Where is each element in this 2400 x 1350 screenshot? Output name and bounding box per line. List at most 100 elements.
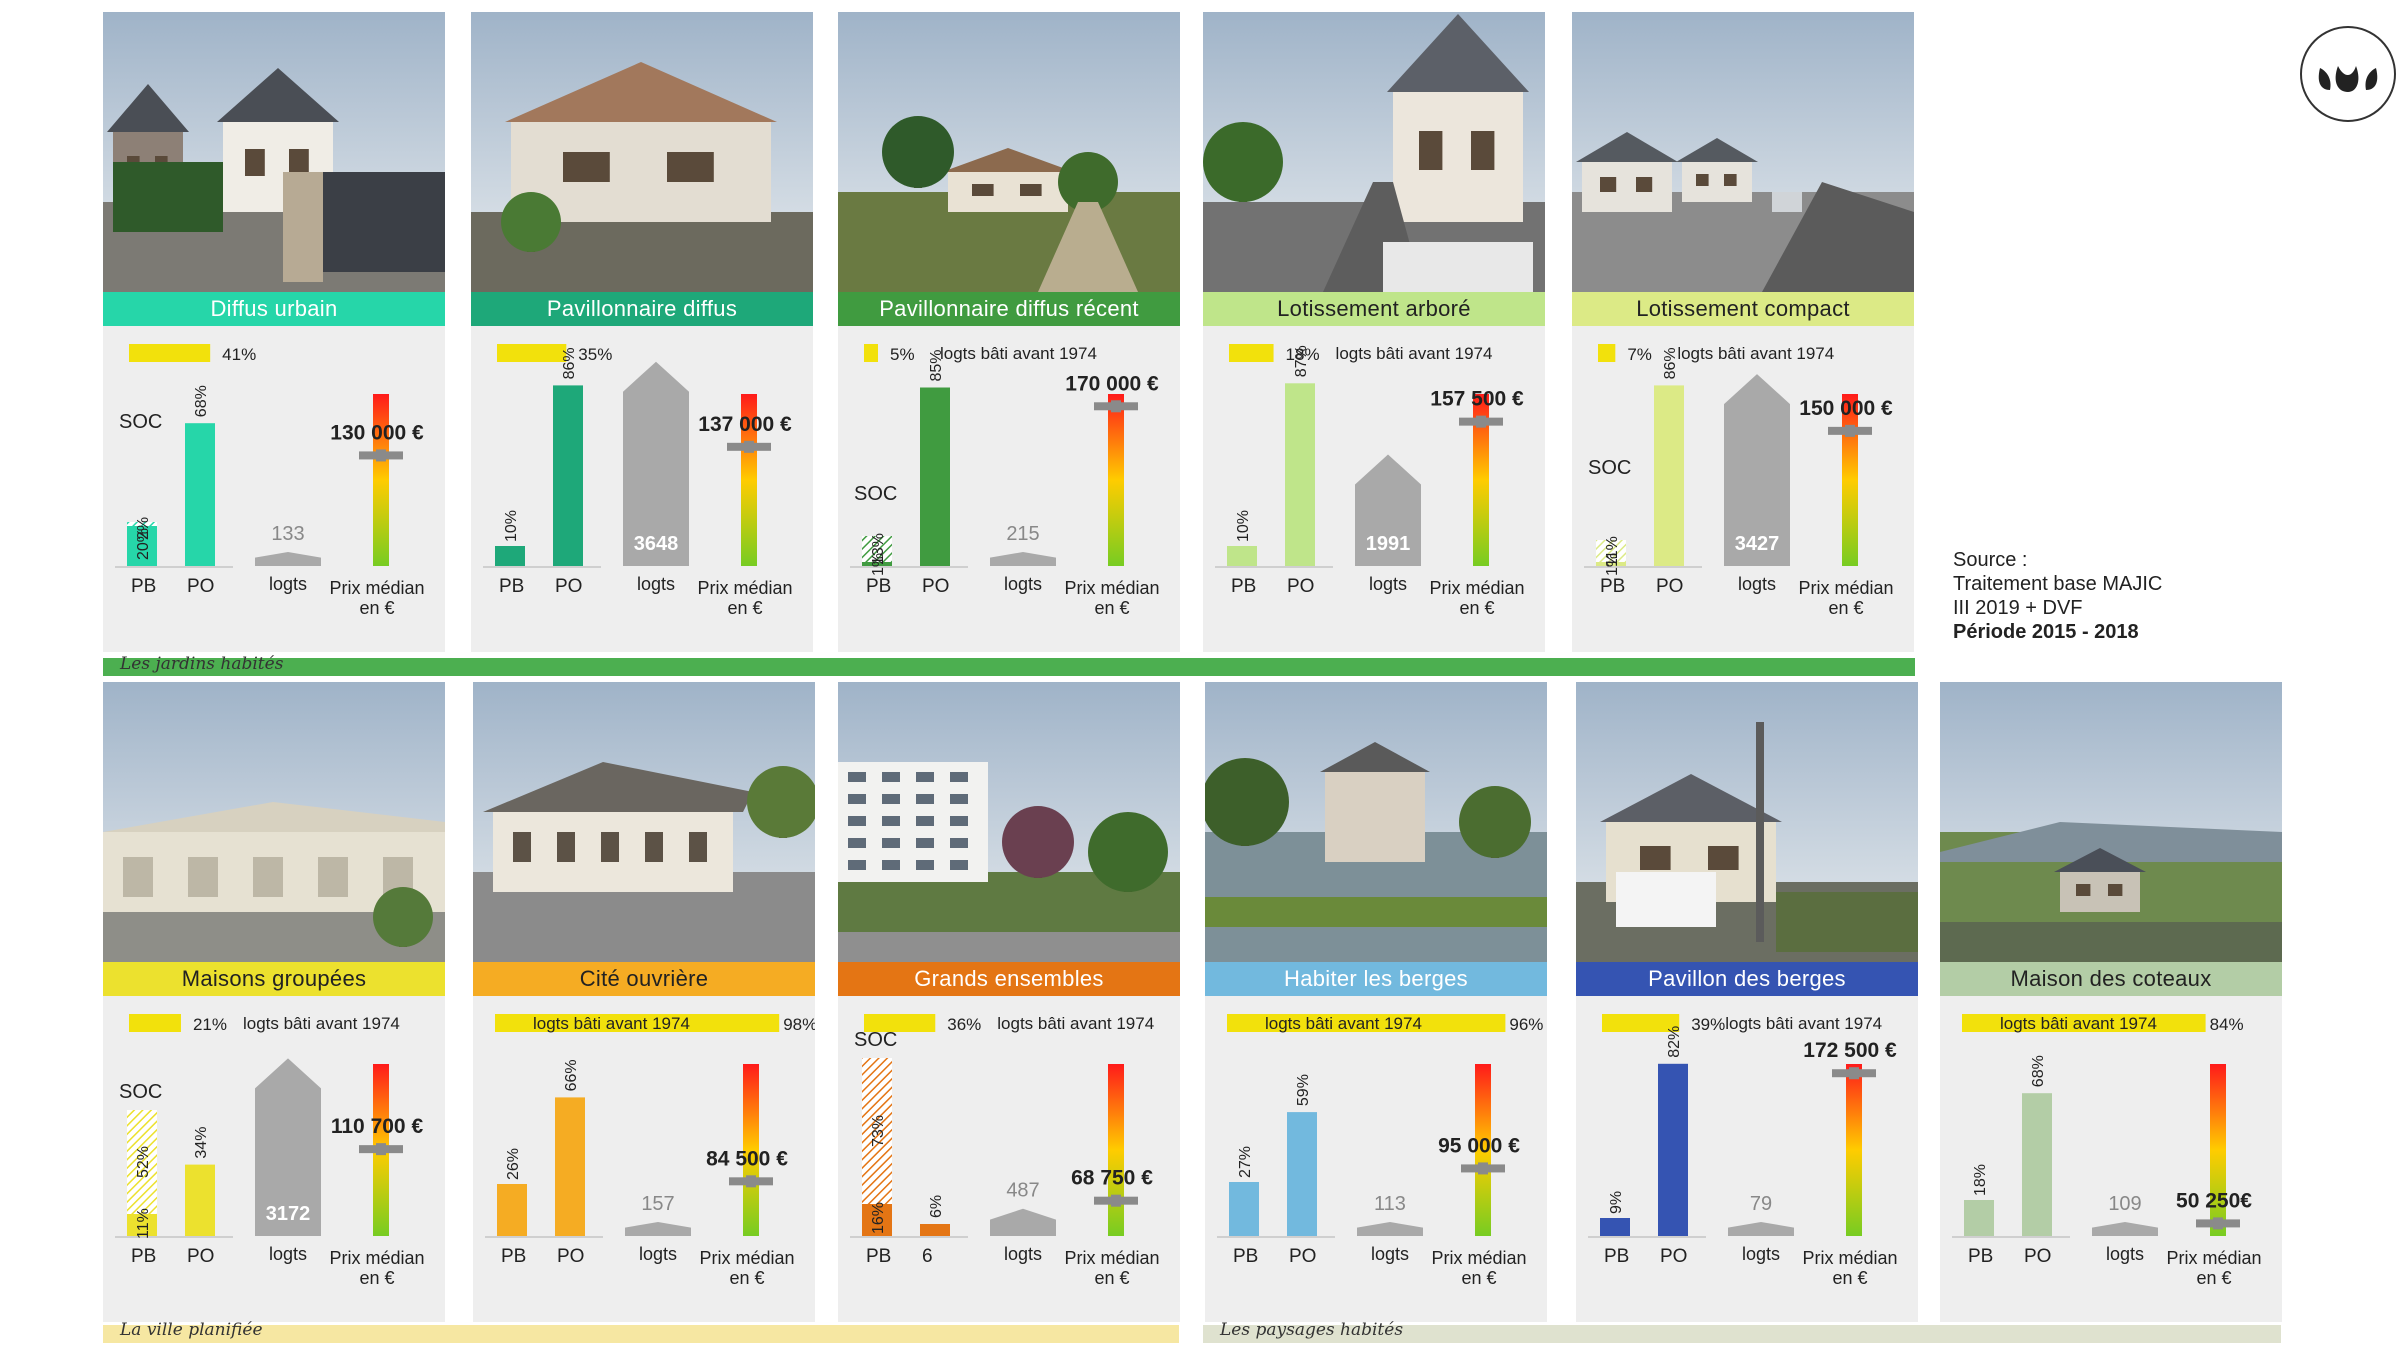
typology-photo [103,682,445,962]
typology-chart: 39% logts bâti avant 1974 9% 82% PB PO 79 logts… [1576,996,1918,1322]
pre1974-bar [864,1014,936,1032]
price-thermometer [2210,1064,2226,1236]
pre1974-value: 39% [1691,1015,1725,1034]
logts-axis-label: logts [1369,574,1407,594]
logts-shape [1355,454,1421,566]
typology-title: Habiter les berges [1205,962,1547,996]
pre1974-value: 21% [193,1015,227,1034]
po-bar [1654,385,1684,566]
band-paysages [1203,1325,2281,1343]
typology-photo [1940,682,2282,962]
price-axis-label: Prix médian [1064,578,1159,598]
po-value: 6% [928,1195,945,1218]
pb-soc-value: 2% [135,517,152,540]
pre1974-caption: logts bâti avant 1974 [1677,344,1834,363]
po-value: 34% [193,1127,210,1159]
po-bar [555,1097,585,1236]
pre1974-bar [864,344,878,362]
logts-axis-label: logts [1371,1244,1409,1264]
photo-scene [471,62,813,292]
pre1974-bar [497,344,567,362]
pre1974-caption: logts bâti avant 1974 [940,344,1097,363]
logts-shape [625,1222,691,1236]
price-axis-unit: en € [729,1268,764,1288]
soc-label: SOC [1588,457,1631,479]
price-value: 50 250€ [2176,1189,2252,1212]
photo-illustration [473,682,815,962]
chart-svg: logts bâti avant 1974 84% 18% 68% PB PO 109 log… [1952,1014,2262,1288]
logts-shape [2092,1222,2158,1236]
pre1974-caption: logts bâti avant 1974 [1336,344,1493,363]
pb-bar [1964,1200,1994,1236]
pre1974-value: 98% [783,1015,815,1034]
pb-axis-label: PB [131,1246,156,1267]
pb-value: 10% [1235,510,1252,542]
photo-scene [1203,14,1545,292]
pb-soc-value: 13% [870,533,887,565]
pre1974-value: 7% [1627,345,1652,364]
pre1974-caption: logts bâti avant 1974 [1725,1014,1882,1033]
price-value: 172 500 € [1803,1039,1897,1062]
photo-illustration [838,682,1180,962]
typology-title: Grands ensembles [838,962,1180,996]
pre1974-caption: logts bâti avant 1974 [243,1014,400,1033]
photo-illustration [1572,12,1914,292]
typology-card: Lotissement compact 7% logts bâti avant 19… [1572,12,1914,652]
price-axis-unit: en € [1461,1268,1496,1288]
price-value: 68 750 € [1071,1167,1153,1190]
price-axis-unit: en € [727,598,762,618]
pb-axis-label: PB [501,1246,526,1267]
typology-photo [471,12,813,292]
chart-svg: 5% logts bâti avant 1974 SOC 13%1% 85% PB PO 21… [850,344,1160,618]
pre1974-bar [1962,1014,2206,1032]
pb-bar [862,1204,892,1236]
pb-bar [127,1214,157,1236]
logts-shape [623,361,689,566]
typology-photo [1203,12,1545,292]
logts-axis-label: logts [639,1244,677,1264]
price-axis-unit: en € [1832,1268,1867,1288]
price-value: 110 700 € [331,1115,424,1138]
pb-axis-label: PB [131,576,156,597]
typology-photo [838,682,1180,962]
po-axis-label: PO [187,1246,214,1267]
chart-svg: 39% logts bâti avant 1974 9% 82% PB PO 79 logts… [1588,1014,1898,1288]
pre1974-bar [1598,344,1616,362]
band-paysages-label: Les paysages habités [1220,1320,1404,1340]
logts-value: 3648 [634,533,679,555]
logts-value: 133 [271,523,304,545]
pb-axis-label: PB [1233,1246,1258,1267]
price-axis-unit: en € [2196,1268,2231,1288]
typology-photo [103,12,445,292]
po-bar [185,1164,215,1236]
pb-bar [127,526,157,566]
typology-card: Pavillonnaire diffus récent 5% logts bâti … [838,12,1180,652]
logts-axis-label: logts [1742,1244,1780,1264]
photo-scene [1572,132,1914,292]
soc-label: SOC [854,1029,897,1051]
soc-label: SOC [119,411,162,433]
typology-title: Cité ouvrière [473,962,815,996]
source-line-1: Source : [1953,549,2028,571]
po-bar [920,387,950,566]
price-value: 150 000 € [1799,397,1893,420]
band-jardins [103,658,1915,676]
source-line-3: III 2019 + DVF [1953,597,2083,619]
price-axis-unit: en € [1094,1268,1129,1288]
price-thermometer [1842,394,1858,566]
typology-photo [473,682,815,962]
soc-label: SOC [119,1081,162,1103]
chart-svg: 41% SOC 2%20% 68% PB PO 133 logts 130 000 € Prix … [115,344,425,618]
typology-chart: 18% logts bâti avant 1974 10% 87% PB PO 1991 lo… [1203,326,1545,652]
pre1974-caption: logts bâti avant 1974 [2000,1014,2157,1033]
price-thermometer [743,1064,759,1236]
typology-chart: logts bâti avant 1974 96% 27% 59% PB PO 113 log… [1205,996,1547,1322]
logts-value: 215 [1006,523,1039,545]
photo-illustration [1940,682,2282,962]
pb-value: 11% [135,1208,152,1239]
band-jardins-label: Les jardins habités [120,654,284,674]
photo-scene [1576,722,1918,962]
pre1974-bar [129,1014,181,1032]
pb-value: 18% [1972,1164,1989,1196]
pb-bar [1229,1182,1259,1236]
